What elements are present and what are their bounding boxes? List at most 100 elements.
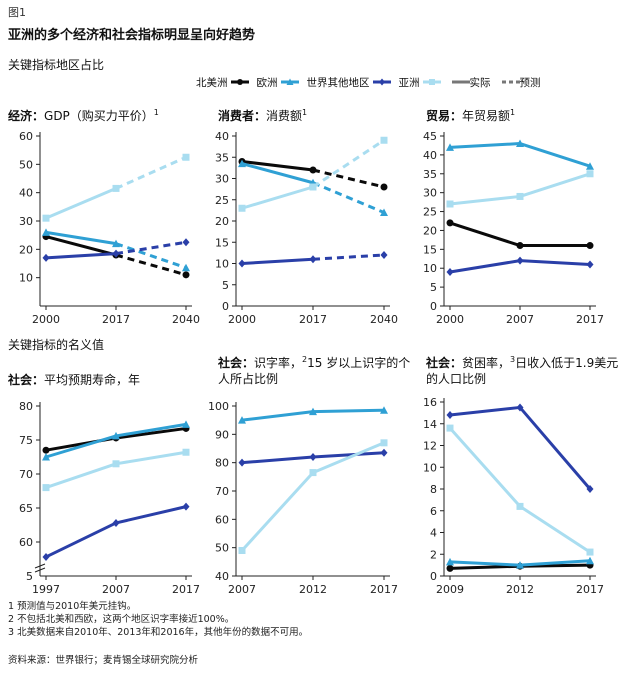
data-point — [516, 139, 524, 148]
actual-segment — [115, 422, 187, 438]
data-point — [309, 469, 317, 477]
legend-item-0: 北美洲 — [196, 75, 249, 90]
actual-segment — [45, 230, 117, 246]
data-point — [309, 183, 317, 191]
series-欧洲 — [42, 228, 190, 272]
data-point — [238, 416, 246, 424]
y-tick-label: 16 — [423, 396, 437, 409]
data-point — [586, 548, 594, 556]
data-point — [586, 556, 594, 565]
actual-segment — [241, 160, 314, 172]
y-tick-label: 40 — [423, 149, 437, 162]
y-tick-label: 12 — [423, 440, 437, 453]
chart-panel-6: 0 2 4 6 8 10 12 14 16 2009 2012 2017 — [423, 396, 604, 596]
series-欧洲 — [238, 159, 388, 216]
actual-segment — [241, 455, 314, 465]
forecast-segment — [115, 253, 187, 277]
forecast-segment — [115, 155, 187, 190]
data-point — [42, 446, 50, 454]
chart-title-text: 年贸易额 — [462, 109, 511, 123]
x-tick-label: 2040 — [172, 313, 200, 326]
data-point — [380, 208, 388, 216]
actual-segment — [448, 427, 522, 508]
actual-segment — [519, 142, 591, 168]
y-tick-label: 90 — [215, 428, 229, 441]
data-point — [182, 502, 190, 511]
legend-line-style — [501, 77, 520, 87]
data-point — [182, 448, 190, 456]
section-title-nominal: 关键指标的名义值 — [8, 338, 105, 352]
actual-segment — [312, 408, 385, 414]
footnote-1: 1 预测值与2010年美元挂钩。 — [8, 601, 137, 612]
data-point — [182, 238, 190, 247]
actual-segment — [241, 257, 314, 265]
data-point — [516, 561, 524, 569]
y-tick-label: 0 — [430, 570, 437, 583]
y-tick-label: 6 — [430, 505, 437, 518]
data-point — [446, 143, 454, 151]
data-point — [380, 448, 388, 457]
chart-title-text: 平均预期寿命，年 — [44, 373, 141, 387]
series-北美洲 — [446, 219, 594, 250]
actual-segment — [449, 221, 521, 247]
data-point — [380, 406, 388, 414]
series-欧洲 — [238, 406, 388, 424]
data-point — [446, 424, 454, 432]
chart-panel-1: 10 20 30 40 50 60 2000 2017 2040 — [19, 130, 200, 326]
series-欧洲 — [446, 556, 594, 569]
y-tick-label: 75 — [19, 434, 33, 447]
chart-title-footnote-ref: 1 — [302, 108, 308, 117]
chart-title-5: 社会：识字率，215 岁以上识字的个人所占比例 — [218, 352, 418, 387]
actual-segment — [449, 560, 521, 567]
legend-swatch — [372, 77, 391, 87]
y-tick-label: 2 — [430, 548, 437, 561]
actual-segment — [241, 185, 314, 210]
y-tick-label: 30 — [215, 173, 229, 186]
y-tick-label: 14 — [423, 418, 437, 431]
actual-segment — [449, 564, 521, 570]
data-point — [446, 200, 454, 208]
data-point — [309, 407, 317, 416]
actual-segment — [45, 521, 117, 559]
y-tick-label: 15 — [215, 236, 229, 249]
data-point — [238, 204, 246, 212]
y-tick-label: 50 — [19, 158, 33, 171]
forecast-segment — [115, 240, 187, 256]
data-point — [42, 228, 50, 236]
actual-segment — [45, 187, 117, 220]
footnotes: 1 预测值与2010年美元挂钩。 2 不包括北美和西欧，这两个地区识字率接近10… — [8, 600, 308, 639]
y-tick-label: 25 — [215, 194, 229, 207]
chart-title-2: 消费者：消费额1 — [218, 105, 408, 124]
actual-segment — [240, 471, 315, 552]
chart-title-prefix: 社会： — [426, 356, 463, 370]
legend-forecast: 预测 — [499, 75, 541, 90]
y-tick-label: 70 — [19, 468, 33, 481]
data-point — [380, 251, 388, 259]
data-point — [238, 547, 246, 554]
legend-label: 北美洲 — [196, 76, 228, 89]
data-point — [586, 260, 594, 269]
y-tick-label: 70 — [215, 485, 229, 498]
series-亚洲 — [446, 424, 594, 556]
y-tick-label: 30 — [19, 215, 33, 228]
x-tick-label: 2040 — [370, 313, 398, 326]
chart-title-text: 消费额 — [266, 109, 303, 123]
chart-title-3: 贸易：年贸易额1 — [426, 105, 616, 124]
forecast-segment — [312, 253, 385, 261]
series-世界其他地区 — [238, 448, 388, 467]
y-tick-label: 65 — [19, 502, 33, 515]
data-point — [42, 453, 50, 461]
chart-title-text: 识字率， — [254, 356, 303, 370]
y-tick-label: 60 — [215, 513, 229, 526]
x-tick-label: 2007 — [228, 583, 256, 596]
y-tick-label: 30 — [423, 187, 437, 200]
y-tick-label: 5 — [222, 279, 229, 292]
legend-item-3: 亚洲 — [399, 75, 441, 90]
x-tick-label: 2017 — [576, 313, 604, 326]
y-tick-label: 40 — [215, 130, 229, 143]
data-point — [238, 259, 246, 268]
series-世界其他地区 — [238, 251, 388, 268]
legend-label: 预测 — [519, 76, 541, 89]
legend-label: 欧洲 — [256, 76, 278, 89]
chart-title-rest: 日收入低于1.9美元的人口比例 — [426, 356, 619, 386]
